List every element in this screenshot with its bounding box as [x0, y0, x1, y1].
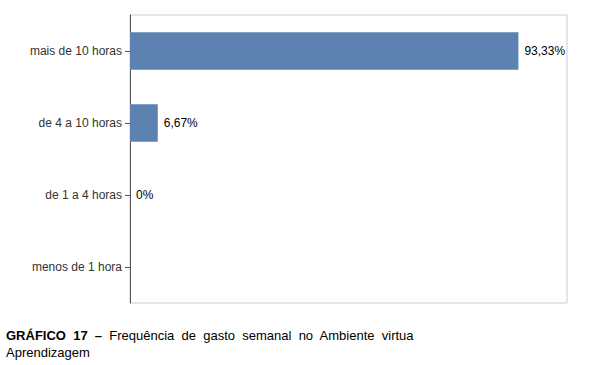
svg-text:menos de 1 hora: menos de 1 hora [32, 260, 122, 274]
svg-text:de 1 a 4 horas: de 1 a 4 horas [45, 188, 122, 202]
svg-text:6,67%: 6,67% [164, 116, 198, 130]
svg-text:Aprendizagem: Aprendizagem [6, 345, 90, 360]
svg-text:de 4 a 10 horas: de 4 a 10 horas [39, 116, 122, 130]
svg-text:93,33%: 93,33% [524, 44, 565, 58]
svg-text:mais de 10 horas: mais de 10 horas [30, 44, 122, 58]
svg-text:GRÁFICO 17 –: GRÁFICO 17 – [6, 328, 102, 343]
svg-text:Frequência de gasto semanal: Frequência de gasto semanal no Ambiente … [102, 328, 414, 343]
svg-text:0%: 0% [136, 188, 154, 202]
